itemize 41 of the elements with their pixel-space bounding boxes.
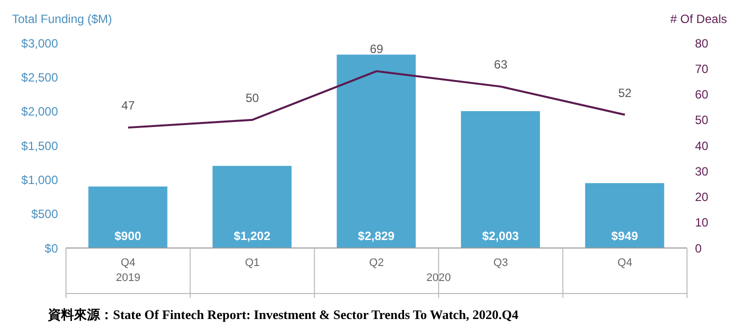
y2-tick-label: 40 — [695, 138, 709, 153]
source-note: 資料來源：State Of Fintech Report: Investment & Sector Trends To Watch, 2020.Q4 — [48, 306, 518, 324]
x-tick-label: Q1 — [244, 257, 260, 269]
y2-tick-label: 70 — [695, 62, 709, 76]
x-tick-label: Q4 — [618, 257, 632, 269]
bar — [336, 54, 416, 248]
y-tick-label: $3,000 — [21, 36, 58, 50]
data-label: $2,829 — [358, 229, 395, 243]
y-tick-label: $2,500 — [21, 70, 58, 84]
bar — [212, 166, 292, 248]
data-label: $900 — [114, 229, 142, 243]
y-tick-label: $500 — [31, 207, 58, 222]
y2-axis-title: # Of Deals — [670, 12, 727, 26]
y2-tick-label: 60 — [695, 88, 709, 102]
data-label: $1,202 — [234, 229, 271, 243]
y-tick-label: $0 — [44, 241, 58, 256]
bar — [460, 111, 540, 248]
y2-tick-label: 20 — [695, 190, 709, 204]
data-label: 50 — [246, 90, 260, 105]
data-label: 52 — [618, 86, 632, 100]
y2-tick-label: 10 — [695, 216, 709, 230]
x-tick-label: Q3 — [493, 257, 508, 269]
data-label: $949 — [611, 229, 638, 243]
y-tick-label: $1,000 — [21, 172, 58, 187]
text: 2019 — [114, 272, 142, 284]
y2-tick-label: 30 — [695, 164, 709, 178]
text: 2020 — [425, 272, 452, 284]
bar — [88, 186, 168, 248]
data-label: $2,003 — [482, 229, 520, 243]
y2-tick-label: 80 — [695, 36, 709, 50]
y-axis-title: Total Funding ($M) — [12, 12, 112, 26]
data-label: 63 — [494, 58, 508, 72]
data-label: 69 — [370, 42, 384, 56]
y-tick-label: $2,000 — [21, 104, 58, 119]
x-tick-label: Q4 — [120, 257, 136, 269]
bar — [585, 183, 664, 248]
y2-tick-label: 0 — [695, 241, 702, 256]
y-tick-label: $1,500 — [21, 138, 58, 153]
data-label: 47 — [121, 98, 136, 113]
y2-tick-label: 50 — [695, 113, 709, 128]
x-tick-label: Q2 — [369, 257, 384, 269]
